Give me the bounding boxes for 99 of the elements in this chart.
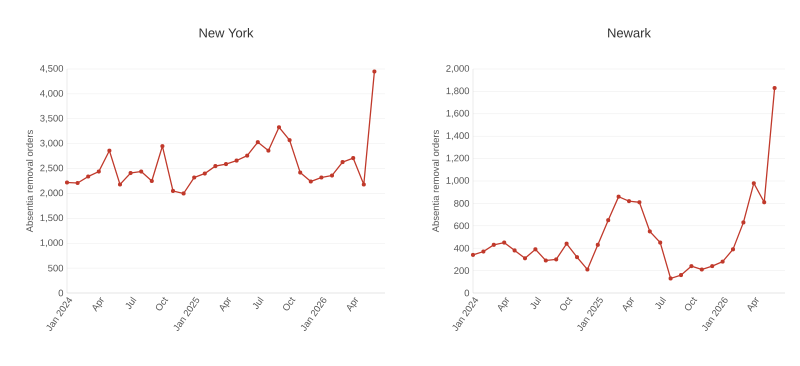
- chart-title: New York: [200, 28, 254, 38]
- point: [512, 248, 517, 252]
- point: [107, 148, 112, 153]
- y-tick-label: 4,500: [40, 65, 64, 73]
- y-tick-label: 2,000: [446, 65, 470, 73]
- y-tick-label: 1,800: [446, 87, 470, 96]
- point: [351, 156, 356, 160]
- point: [596, 242, 600, 247]
- point: [752, 181, 756, 186]
- x-tick-label: Jul: [126, 296, 136, 310]
- point: [522, 256, 528, 260]
- point: [668, 276, 673, 280]
- y-tick-label: 1,000: [446, 177, 470, 185]
- x-tick-label: Apr: [92, 297, 104, 312]
- point: [658, 240, 662, 245]
- x-tick-label: Jul: [530, 296, 542, 310]
- point: [502, 240, 506, 245]
- y-tick-label: 2,000: [40, 190, 64, 198]
- point: [213, 164, 218, 168]
- x-tick-label: Apr: [220, 297, 231, 312]
- y-tick-label: 2,500: [40, 164, 64, 172]
- point: [266, 148, 270, 153]
- point: [730, 247, 736, 252]
- point: [182, 191, 186, 196]
- point: [86, 174, 90, 179]
- point: [544, 258, 548, 263]
- point: [150, 178, 154, 184]
- x-tick-label: Apr: [747, 297, 759, 312]
- point: [256, 140, 260, 144]
- y-tick-label: 1,200: [446, 154, 470, 163]
- point: [710, 264, 714, 268]
- point: [741, 220, 746, 224]
- point: [533, 247, 538, 252]
- x-tick-label: Apr: [622, 297, 634, 312]
- point: [276, 125, 282, 130]
- y-tick-label: 800: [454, 200, 470, 207]
- point: [245, 154, 250, 158]
- point: [762, 200, 766, 204]
- point: [470, 252, 476, 257]
- x-tick-label: Jul: [655, 296, 666, 310]
- point: [308, 179, 313, 184]
- point: [96, 170, 101, 174]
- point: [689, 264, 694, 268]
- point: [362, 182, 366, 187]
- y-tick-label: 500: [48, 264, 64, 272]
- point: [606, 218, 610, 222]
- y-tick-label: 0: [464, 290, 470, 296]
- point: [481, 250, 486, 254]
- point: [648, 229, 652, 234]
- point: [139, 170, 144, 174]
- point: [554, 257, 558, 262]
- y-tick-label: 200: [454, 267, 470, 274]
- y-tick-label: 3,000: [40, 140, 64, 148]
- y-tick-label: 400: [454, 244, 470, 252]
- point: [288, 138, 292, 142]
- point: [64, 180, 70, 185]
- y-tick-label: 600: [454, 222, 470, 230]
- x-tick-label: Apr: [346, 297, 358, 312]
- point: [492, 242, 496, 247]
- y-tick-label: 1,600: [446, 110, 470, 118]
- point: [202, 171, 207, 176]
- point: [637, 200, 642, 204]
- point: [574, 255, 580, 260]
- point: [340, 160, 345, 164]
- point: [298, 170, 302, 175]
- y-tick-label: 1,000: [40, 239, 64, 248]
- y-tick-label: 1,400: [446, 132, 470, 140]
- y-axis-title: Absentia removal orders: [26, 130, 33, 232]
- point: [319, 175, 324, 180]
- point: [224, 162, 228, 166]
- point: [720, 260, 725, 264]
- point: [616, 194, 621, 199]
- point: [678, 273, 684, 278]
- y-tick-label: 3,500: [40, 114, 64, 123]
- x-tick-label: Apr: [498, 297, 510, 312]
- y-tick-label: 4,000: [40, 90, 64, 98]
- x-tick-label: Oct: [283, 297, 296, 310]
- point: [160, 144, 164, 148]
- x-tick-label: Oct: [560, 297, 572, 310]
- y-tick-label: 1,500: [40, 214, 64, 222]
- point: [170, 188, 176, 193]
- y-axis-title: Absentia removal orders: [432, 130, 439, 232]
- x-tick-label: Oct: [156, 297, 168, 310]
- point: [192, 175, 196, 180]
- point: [700, 267, 704, 272]
- point: [626, 199, 632, 204]
- point: [372, 69, 376, 74]
- point: [330, 173, 334, 178]
- point: [76, 180, 80, 186]
- point: [234, 158, 239, 163]
- point: [118, 182, 122, 187]
- point: [564, 242, 569, 246]
- point: [128, 170, 133, 176]
- x-tick-label: Jul: [252, 296, 264, 310]
- point: [772, 86, 777, 90]
- x-tick-label: Oct: [684, 297, 698, 310]
- y-tick-label: 0: [58, 290, 64, 296]
- point: [585, 267, 590, 272]
- chart-title: Newark: [608, 28, 651, 38]
